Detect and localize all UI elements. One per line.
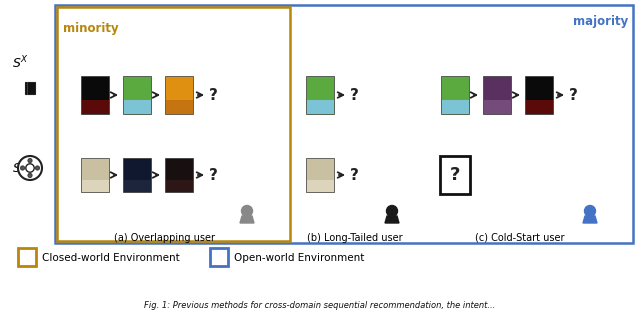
- Circle shape: [20, 166, 25, 170]
- Bar: [442, 100, 468, 114]
- Bar: [123, 158, 151, 192]
- Bar: [483, 76, 511, 114]
- Circle shape: [26, 164, 34, 172]
- Text: ?: ?: [450, 166, 460, 184]
- Bar: [483, 100, 511, 114]
- Text: Open-world Environment: Open-world Environment: [234, 253, 364, 263]
- Bar: [441, 76, 469, 114]
- Text: majority: majority: [573, 15, 628, 28]
- Bar: [55, 5, 633, 243]
- Bar: [440, 156, 470, 194]
- Circle shape: [387, 205, 397, 217]
- Circle shape: [584, 205, 595, 217]
- Bar: [57, 7, 290, 241]
- Text: ?: ?: [209, 87, 218, 102]
- Bar: [210, 248, 228, 266]
- Polygon shape: [583, 216, 597, 223]
- Circle shape: [28, 158, 32, 163]
- Bar: [307, 180, 333, 191]
- Circle shape: [28, 173, 32, 178]
- Bar: [124, 100, 150, 114]
- Bar: [165, 158, 193, 192]
- Bar: [81, 76, 109, 114]
- Polygon shape: [240, 216, 254, 223]
- Text: ?: ?: [349, 167, 358, 182]
- Bar: [81, 100, 109, 114]
- Circle shape: [18, 156, 42, 180]
- Bar: [306, 76, 334, 114]
- Text: Closed-world Environment: Closed-world Environment: [42, 253, 180, 263]
- Bar: [525, 100, 552, 114]
- Text: (a) Overlapping user: (a) Overlapping user: [115, 233, 216, 243]
- Bar: [307, 100, 333, 114]
- Text: (b) Long-Tailed user: (b) Long-Tailed user: [307, 233, 403, 243]
- Text: (c) Cold-Start user: (c) Cold-Start user: [476, 233, 564, 243]
- Text: ?: ?: [349, 87, 358, 102]
- Bar: [525, 76, 553, 114]
- Bar: [81, 158, 109, 192]
- Text: minority: minority: [63, 22, 118, 35]
- Bar: [166, 100, 193, 114]
- Bar: [124, 180, 150, 191]
- Bar: [165, 76, 193, 114]
- Bar: [166, 180, 193, 191]
- Text: ?: ?: [209, 167, 218, 182]
- Polygon shape: [385, 216, 399, 223]
- Bar: [123, 76, 151, 114]
- Bar: [81, 180, 109, 191]
- Bar: [25, 82, 35, 94]
- Text: $S^Y$: $S^Y$: [12, 160, 29, 177]
- Bar: [306, 158, 334, 192]
- Circle shape: [241, 205, 253, 217]
- Text: ?: ?: [568, 87, 577, 102]
- Text: Fig. 1: Previous methods for cross-domain sequential recommendation, the intent.: Fig. 1: Previous methods for cross-domai…: [145, 300, 495, 309]
- Text: $S^X$: $S^X$: [12, 55, 29, 72]
- Circle shape: [35, 166, 40, 170]
- Bar: [18, 248, 36, 266]
